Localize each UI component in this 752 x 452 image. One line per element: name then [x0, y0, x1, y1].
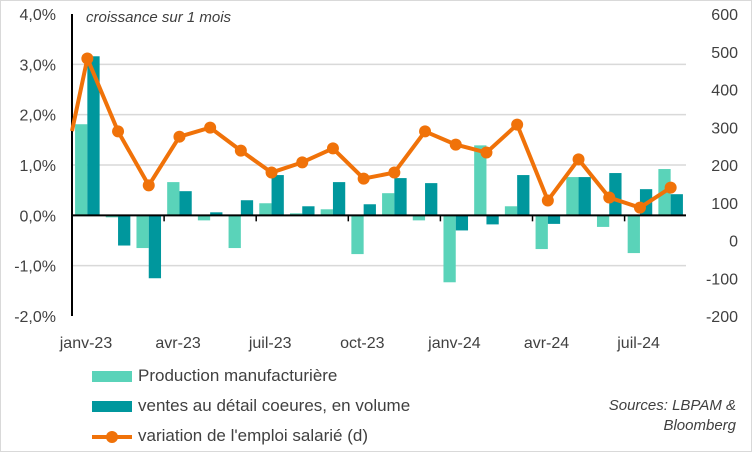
point-emploi [112, 125, 125, 138]
chart-note: croissance sur 1 mois [86, 9, 232, 26]
y-left-tick-label: 0,0% [20, 208, 56, 225]
y-right-tick-label: 300 [711, 120, 738, 137]
point-emploi [480, 146, 493, 159]
point-emploi [234, 144, 247, 157]
bar-production [474, 145, 487, 216]
bar-production [627, 215, 640, 254]
y-left-tick-label: 2,0% [20, 108, 56, 125]
bar-ventes [547, 215, 561, 224]
legend-label-production: Production manufacturière [138, 366, 338, 385]
point-emploi [204, 121, 217, 134]
legend-label-emploi: variation de l'emploi salarié (d) [138, 426, 369, 445]
y-left-tick-label: 4,0% [20, 7, 56, 24]
y-right-tick-label: 0 [729, 234, 738, 251]
point-emploi [541, 194, 554, 207]
y-left-tick-label: -2,0% [14, 309, 56, 326]
y-left-tick-label: -1,0% [14, 259, 56, 276]
point-emploi [296, 156, 309, 169]
bar-production [351, 215, 364, 255]
x-tick-label: juil-24 [616, 335, 660, 352]
bar-ventes [578, 177, 591, 216]
y-left-tick-label: 3,0% [20, 57, 56, 74]
bar-ventes [394, 178, 407, 216]
bar-ventes [486, 215, 499, 225]
y-right-tick-label: 400 [711, 83, 738, 100]
source-note: Sources: LBPAM & Bloomberg [609, 396, 736, 436]
legend-item-emploi: variation de l'emploi salarié (d) [92, 426, 368, 446]
bar-production [535, 215, 548, 250]
point-emploi [357, 172, 370, 185]
source-line-1: Sources: LBPAM & [608, 397, 736, 414]
bar-production [382, 193, 395, 216]
bar-production [443, 215, 456, 283]
bar-production [136, 215, 149, 249]
bar-ventes [670, 194, 683, 216]
bar-ventes [148, 215, 162, 279]
bar-production [566, 177, 579, 216]
bar-ventes [179, 191, 192, 216]
bar-ventes [609, 173, 622, 216]
bar-ventes [363, 204, 376, 216]
x-tick-label: juil-23 [248, 335, 292, 352]
x-tick-label: avr-24 [524, 335, 569, 352]
x-tick-label: oct-23 [340, 335, 385, 352]
bar-ventes [87, 56, 100, 216]
bar-ventes [118, 215, 131, 246]
bar-ventes [240, 200, 254, 216]
point-emploi [633, 201, 646, 214]
y-right-tick-label: 100 [711, 196, 738, 213]
bar-production [320, 209, 333, 216]
y-right-tick-label: -100 [706, 271, 738, 288]
point-emploi [81, 52, 94, 65]
point-emploi [173, 130, 186, 143]
bar-ventes [210, 212, 223, 216]
bar-production [75, 124, 88, 216]
legend-label-ventes: ventes au détail coeures, en volume [138, 396, 411, 415]
point-emploi [419, 125, 432, 138]
y-right-tick-label: -200 [706, 309, 738, 326]
point-emploi [511, 118, 524, 131]
source-line-2: Bloomberg [663, 417, 736, 434]
bar-ventes [302, 206, 315, 216]
y-right-tick-label: 500 [711, 45, 738, 62]
bar-ventes [455, 215, 469, 231]
x-tick-label: avr-23 [155, 335, 200, 352]
bar-ventes [517, 175, 530, 216]
x-tick-label: janv-24 [427, 335, 481, 352]
point-emploi [664, 181, 677, 194]
bar-production [105, 215, 119, 218]
legend-swatch-production [92, 371, 132, 383]
y-left-tick-label: 1,0% [20, 158, 56, 175]
point-emploi [265, 166, 278, 179]
legend-swatch-emploi [92, 430, 132, 443]
point-emploi [388, 166, 401, 179]
bar-production [197, 215, 211, 221]
bar-production [412, 215, 426, 221]
bar-production [596, 215, 610, 227]
point-emploi [603, 191, 616, 204]
bar-ventes [425, 183, 438, 216]
point-emploi [142, 179, 155, 192]
bar-production [504, 206, 518, 216]
point-emploi [449, 138, 462, 151]
y-right-tick-label: 200 [711, 158, 738, 175]
bar-production [289, 213, 303, 216]
bar-production [259, 203, 272, 216]
point-emploi [572, 153, 585, 166]
legend-item-production: Production manufacturière [92, 366, 337, 386]
y-right-tick-label: 600 [711, 7, 738, 24]
bar-ventes [332, 182, 346, 216]
bar-production [167, 182, 180, 216]
legend-item-ventes: ventes au détail coeures, en volume [92, 396, 410, 416]
x-tick-label: janv-23 [59, 335, 113, 352]
point-emploi [326, 142, 339, 155]
bar-production [228, 215, 241, 249]
bar-ventes [271, 175, 284, 216]
legend-swatch-ventes [92, 401, 132, 413]
